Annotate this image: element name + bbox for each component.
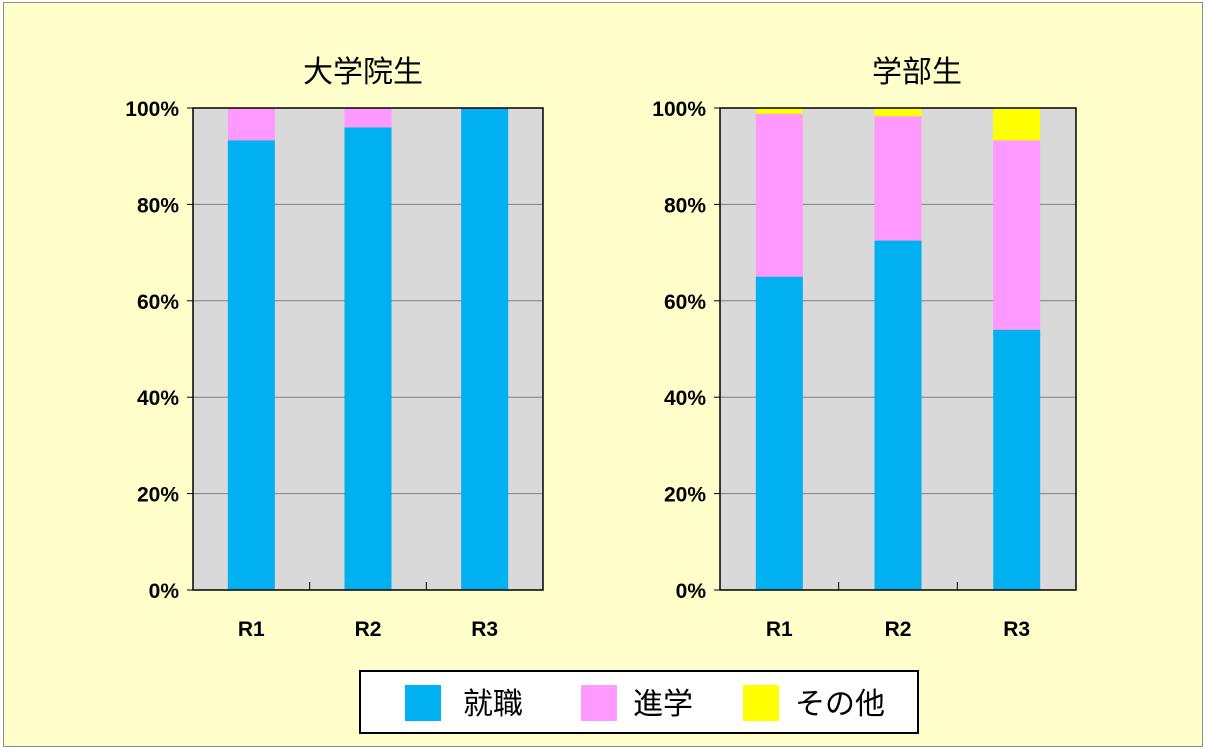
bar-segment-r3-series-2 [993,140,1041,330]
bar-segment-r3-series-1 [461,108,509,590]
y-tick-label: 20% [137,484,179,507]
legend-label: 進学 [633,687,693,722]
bar-segment-r2-series-1 [874,240,922,591]
y-tick-label: 40% [137,387,179,410]
bar-segment-r2-series-2 [874,116,922,241]
y-tick-label: 80% [664,194,706,217]
legend-label: その他 [795,687,885,722]
bar-segment-r3-series-3 [993,108,1041,141]
y-tick-label: 0% [676,580,707,603]
chart-panel-2: 学部生 0% 20% 40% 60% 80% 100% R1 R2 R3 [652,55,1077,641]
bar-segment-r3-series-1 [993,329,1041,590]
legend-label: 就職 [463,687,523,722]
x-tick-label: R2 [355,618,382,641]
plot-border [719,107,1077,591]
x-tick-label: R1 [238,618,265,641]
legend-swatch [405,685,441,721]
bar-segment-r1-series-2 [755,113,803,277]
y-tick-label: 0% [149,580,180,603]
x-tick-label: R3 [471,618,498,641]
y-tick-label: 100% [125,98,179,121]
bar-segment-r1-series-1 [227,140,275,590]
chart-title: 学部生 [872,55,962,90]
y-tick-label: 80% [137,194,179,217]
legend-swatch [581,685,617,721]
plot-border [192,107,544,591]
legend-swatch [743,685,779,721]
x-tick-label: R1 [766,618,793,641]
bar-segment-r2-series-2 [344,108,392,128]
bar-segment-r2-series-1 [344,127,392,590]
bar-segment-r2-series-3 [874,108,922,117]
x-tick-label: R2 [885,618,912,641]
chart-title: 大学院生 [303,55,423,90]
legend-box [359,670,919,734]
y-tick-label: 100% [652,98,706,121]
y-tick-label: 20% [664,484,706,507]
y-tick-label: 40% [664,387,706,410]
x-tick-label: R3 [1003,618,1030,641]
y-tick-label: 60% [137,291,179,314]
chart-panel-1: 大学院生 0% 20% 40% 60% 80% 100% R1 R2 R3 [125,55,544,641]
y-tick-label: 60% [664,291,706,314]
bar-segment-r1-series-3 [755,108,803,114]
bar-segment-r1-series-1 [755,276,803,590]
bar-segment-r1-series-2 [227,108,275,141]
legend: 就職 進学 その他 [359,670,919,734]
